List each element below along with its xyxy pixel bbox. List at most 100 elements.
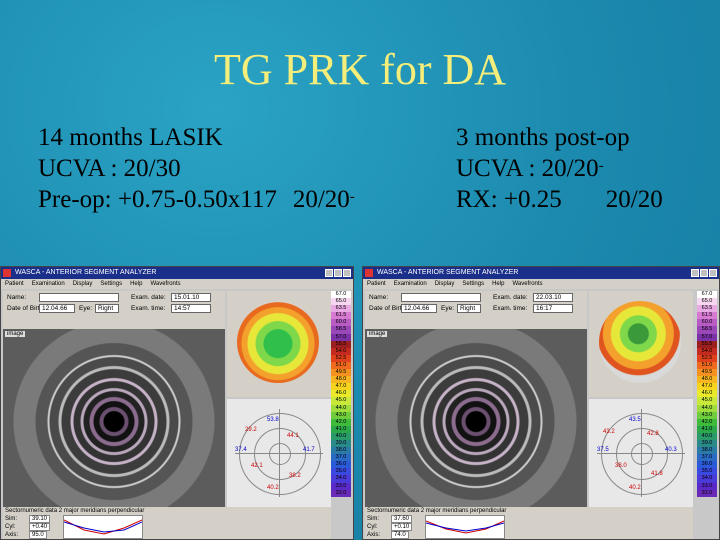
name-field[interactable] <box>39 293 119 302</box>
scale-value: 36.0 <box>697 461 717 469</box>
postop-acuity: 20/20 <box>605 186 663 213</box>
image-label: image <box>367 331 388 337</box>
scale-value: 63.5 <box>331 305 351 313</box>
topography-color-map <box>237 301 319 383</box>
menu-display[interactable]: Display <box>72 281 93 287</box>
patient-info-panel: Name: Date of Birth: 12.04.66 Eye: Right… <box>3 291 225 329</box>
close-icon[interactable] <box>343 269 351 277</box>
polar-value: 40.3 <box>665 447 677 453</box>
polar-value: 42.8 <box>647 431 659 437</box>
scale-value: 34.0 <box>331 475 351 483</box>
polar-value: 37.5 <box>597 447 609 453</box>
scale-value: 54.0 <box>697 347 717 355</box>
scale-value: 43.0 <box>697 411 717 419</box>
polar-value: 43.5 <box>629 417 641 423</box>
scale-value: 32.0 <box>697 489 717 497</box>
scale-value: 61.5 <box>331 312 351 320</box>
meridian-curve-red <box>64 519 142 535</box>
meridian-graph <box>425 515 505 539</box>
scale-value: 45.0 <box>331 397 351 405</box>
polar-axis-horizontal <box>235 453 323 454</box>
scale-value: 35.0 <box>697 468 717 476</box>
scale-value: 49.5 <box>697 369 717 377</box>
scale-value: 67.0 <box>331 291 351 299</box>
polar-value: 40.2 <box>629 485 641 491</box>
scale-value: 39.0 <box>697 439 717 448</box>
polar-axis-horizontal <box>597 453 685 454</box>
eye-field[interactable]: Right <box>95 304 119 313</box>
menu-examination[interactable]: Examination <box>393 281 427 287</box>
menu-wavefronts[interactable]: Wavefronts <box>512 281 543 287</box>
row-value: 95.0 <box>29 531 47 539</box>
polar-ring-inner <box>269 443 291 465</box>
dob-field[interactable]: 12.04.66 <box>401 304 437 313</box>
menu-display[interactable]: Display <box>434 281 455 287</box>
sectornumeric-header: Sectornumeric data 2 major meridians per… <box>5 508 145 514</box>
exam-time-label: Exam. time: <box>131 305 166 312</box>
row-value: +0.10 <box>391 523 413 531</box>
exam-date-field[interactable]: 15.01.10 <box>171 293 211 302</box>
window-title: WASCA - ANTERIOR SEGMENT ANALYZER <box>15 269 157 276</box>
close-icon[interactable] <box>709 269 717 277</box>
menu-patient[interactable]: Patient <box>5 281 24 287</box>
polar-value: 38.0 <box>615 463 627 469</box>
dob-field[interactable]: 12.04.66 <box>39 304 75 313</box>
scale-value: 41.0 <box>331 425 351 433</box>
menu-bar: Patient Examination Display Settings Help Wav… <box>363 279 719 289</box>
maximize-icon[interactable] <box>334 269 342 277</box>
topography-map-panel <box>589 291 693 397</box>
row-value: 39.10 <box>29 515 51 523</box>
right-line-3: RX: +0.25 20/20 <box>456 184 716 215</box>
polar-ring-outer <box>601 413 683 495</box>
exam-date-field[interactable]: 22.03.10 <box>533 293 573 302</box>
row-label: Cyl: <box>5 524 16 530</box>
image-label: image <box>5 331 26 337</box>
exam-time-field[interactable]: 16:17 <box>533 304 573 313</box>
maximize-icon[interactable] <box>700 269 708 277</box>
polar-value: 43.2 <box>603 429 615 435</box>
postop-topography-screenshot: WASCA - ANTERIOR SEGMENT ANALYZER Patien… <box>362 266 720 540</box>
eye-field[interactable]: Right <box>457 304 481 313</box>
meridian-curves <box>426 520 504 534</box>
eye-label: Eye: <box>441 305 455 312</box>
menu-wavefronts[interactable]: Wavefronts <box>150 281 181 287</box>
scale-value: 55.5 <box>697 340 717 348</box>
scale-value: 41.0 <box>697 425 717 433</box>
polar-value: 44.1 <box>287 433 299 439</box>
polar-value: 38.2 <box>289 473 301 479</box>
menu-patient[interactable]: Patient <box>367 281 386 287</box>
meridian-graph <box>63 515 143 539</box>
scale-value: 49.5 <box>331 369 351 377</box>
menu-bar: Patient Examination Display Settings Help Wav… <box>1 279 353 289</box>
scale-value: 47.0 <box>331 383 351 391</box>
scale-value: 46.0 <box>331 390 351 398</box>
dob-label: Date of Birth: <box>369 305 407 312</box>
exam-time-field[interactable]: 14:57 <box>171 304 211 313</box>
scale-value: 52.5 <box>697 354 717 362</box>
polar-value: 37.4 <box>235 447 247 453</box>
menu-settings[interactable]: Settings <box>100 281 123 287</box>
postop-ucva-minus: - <box>598 158 604 174</box>
eye-label: Eye: <box>79 305 93 312</box>
exam-date-label: Exam. date: <box>131 294 166 301</box>
window-title: WASCA - ANTERIOR SEGMENT ANALYZER <box>377 269 519 276</box>
scale-value: 40.0 <box>697 432 717 440</box>
menu-settings[interactable]: Settings <box>462 281 485 287</box>
preop-acuity-minus: - <box>349 189 355 205</box>
right-line-2: UCVA : 20/20- <box>456 153 716 184</box>
name-label: Name: <box>369 294 389 301</box>
scale-value: 51.0 <box>697 361 717 370</box>
name-field[interactable] <box>401 293 481 302</box>
menu-help[interactable]: Help <box>492 281 505 287</box>
polar-ring-middle <box>616 428 668 480</box>
preop-refraction: Pre-op: +0.75-0.50x117 <box>38 186 277 213</box>
minimize-icon[interactable] <box>691 269 699 277</box>
meridian-curve-blue <box>64 521 142 533</box>
dob-label: Date of Birth: <box>7 305 45 312</box>
minimize-icon[interactable] <box>325 269 333 277</box>
menu-help[interactable]: Help <box>130 281 143 287</box>
polar-value: 41.7 <box>303 447 315 453</box>
scale-value: 57.0 <box>697 333 717 341</box>
scale-value: 39.0 <box>331 439 351 448</box>
menu-examination[interactable]: Examination <box>31 281 65 287</box>
